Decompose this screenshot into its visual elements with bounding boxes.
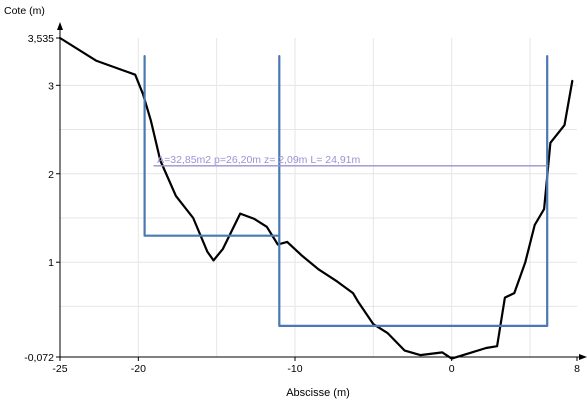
x-axis-arrow [579, 354, 587, 360]
x-tick-label: 0 [449, 363, 455, 375]
axes [57, 22, 587, 360]
x-axis-label: Abscisse (m) [286, 387, 350, 399]
x-tick-label: -25 [52, 363, 67, 375]
y-tick-label: 2 [48, 169, 54, 181]
grid [60, 38, 577, 357]
x-tick-label: -20 [131, 363, 146, 375]
ticks: -25 -20 -10 0 8 -0,072 1 2 3 3,535 [24, 33, 580, 375]
section-annotation: A=32,85m2 p=26,20m z= 2,09m L= 24,91m [157, 154, 360, 166]
series-line-0 [58, 36, 574, 360]
y-axis-label: Cote (m) [4, 5, 45, 17]
y-tick-label: 1 [48, 257, 54, 269]
series-group [58, 36, 574, 360]
y-axis-arrow [57, 22, 63, 30]
y-tick-label: 3,535 [28, 33, 54, 45]
x-tick-label: 8 [574, 363, 580, 375]
y-tick-label: 3 [48, 80, 54, 92]
x-tick-label: -10 [287, 363, 302, 375]
series-line-1 [143, 54, 549, 327]
y-tick-label: -0,072 [24, 352, 54, 364]
